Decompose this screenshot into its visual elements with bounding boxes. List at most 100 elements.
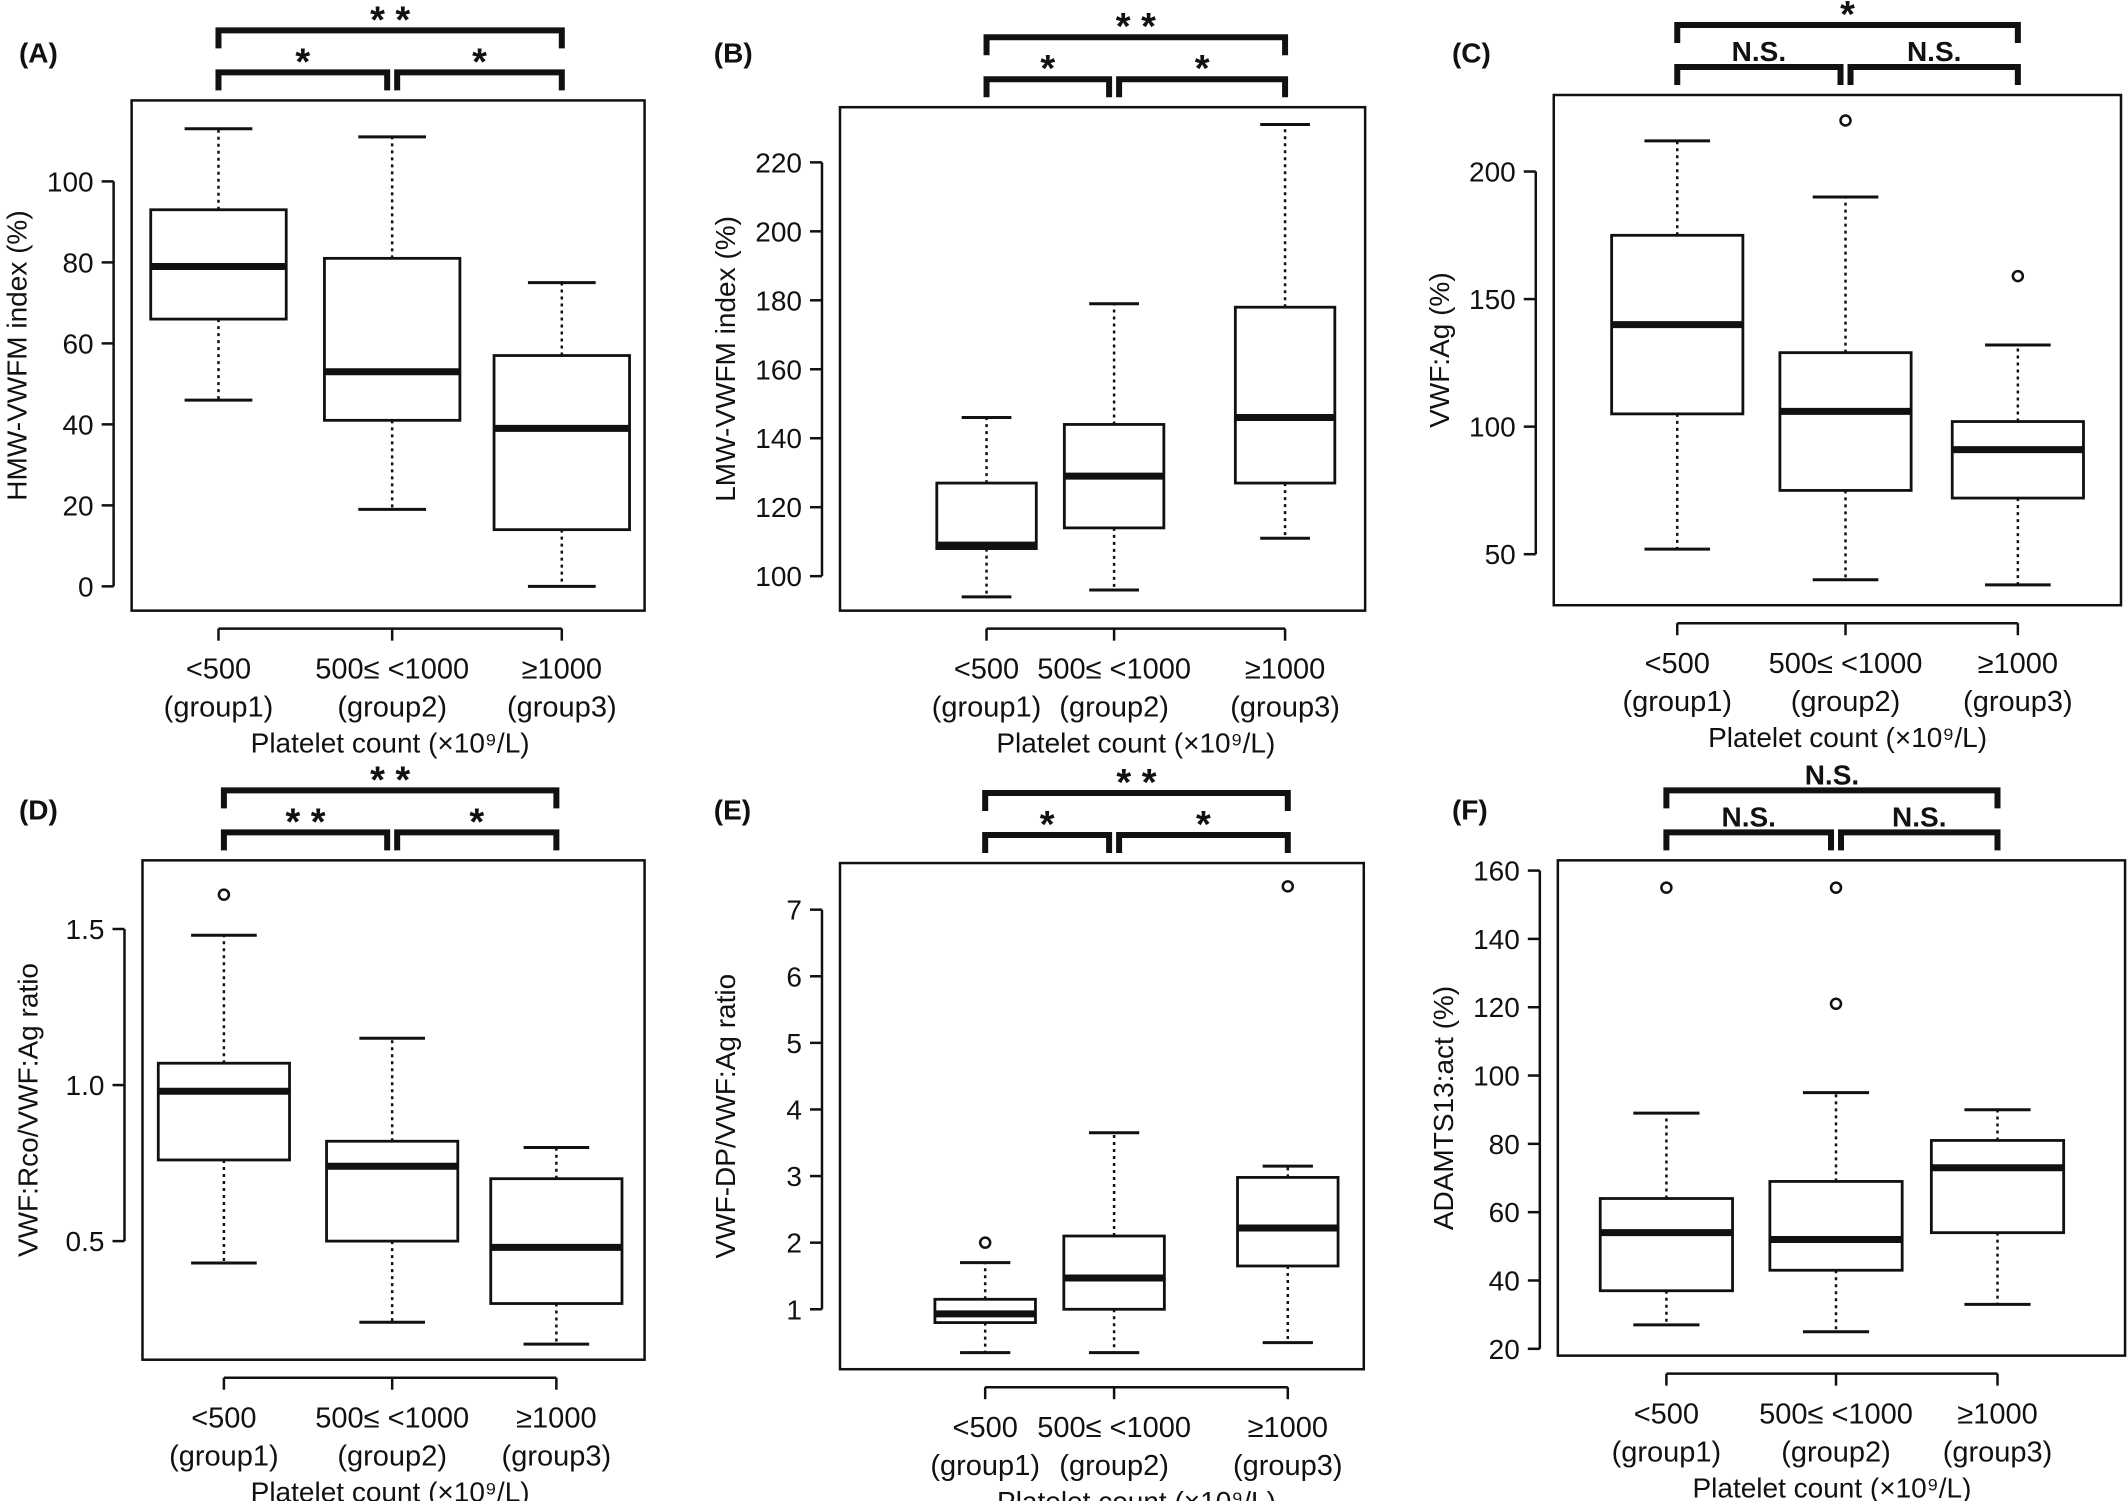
outlier-point <box>1829 881 1843 894</box>
y-tick-label: 140 <box>1473 924 1520 955</box>
significance-bracket <box>1116 76 1289 98</box>
box-group <box>1233 122 1337 540</box>
significance-bracket <box>1674 63 1844 85</box>
significance-label: * <box>295 41 310 83</box>
significance-label: * <box>1040 48 1055 90</box>
y-tick-label: 100 <box>47 166 94 197</box>
panel-label: (F) <box>1452 795 1488 826</box>
y-tick-label: 160 <box>755 354 802 385</box>
box-iqr <box>156 1061 291 1162</box>
x-tick-label: ≥1000 <box>1978 648 2058 680</box>
outlier-point <box>1281 880 1295 893</box>
significance-label: * * <box>1116 6 1156 48</box>
significance-label: * * <box>285 801 325 843</box>
box-group <box>1062 1131 1166 1355</box>
box-group <box>323 135 462 511</box>
y-tick-label: 80 <box>62 247 93 278</box>
box-group <box>1778 114 1913 582</box>
y-tick-label: 40 <box>62 409 93 440</box>
box-group <box>1610 139 1745 551</box>
y-axis-title: VWF:Rco/VWF:Ag ratio <box>12 963 43 1257</box>
x-axis-title: Platelet count (×10⁹/L) <box>251 728 530 759</box>
x-tick-label: <500 <box>954 654 1019 686</box>
significance-bracket <box>1663 787 2001 809</box>
x-tick-label-group: (group1) <box>169 1441 279 1473</box>
panel-e: (E) 1 2 3 4 5 6 7 VWF-DP/VWF:Ag ratio <500 (group1… <box>710 762 1366 1506</box>
y-tick-label: 1.5 <box>66 914 105 945</box>
box-group <box>1236 880 1340 1345</box>
panel-f: (F) 20 40 60 80 100 120 140 160 ADAMTS13:act (%) <… <box>1428 759 2127 1504</box>
box-group <box>149 127 288 402</box>
significance-bracket <box>215 69 391 91</box>
y-tick-label: 60 <box>1489 1197 1520 1228</box>
outlier-point <box>217 888 231 901</box>
x-tick-label-group: (group1) <box>930 1450 1040 1482</box>
x-tick-label-group: (group1) <box>164 692 274 724</box>
significance-label: * <box>472 41 487 83</box>
y-tick-label: 4 <box>786 1094 802 1125</box>
y-tick-label: 0.5 <box>66 1226 105 1257</box>
x-tick-label-group: (group2) <box>1791 686 1901 718</box>
y-tick-label: 3 <box>786 1161 802 1192</box>
panel-label: (C) <box>1452 37 1491 68</box>
significance-bracket <box>983 76 1113 98</box>
significance-label: * * <box>370 0 410 41</box>
x-tick-label: <500 <box>1634 1399 1699 1431</box>
x-tick-label: 500≤ <1000 <box>1037 654 1191 686</box>
y-tick-label: 60 <box>62 328 93 359</box>
outlier-point <box>1839 114 1852 127</box>
y-tick-label: 140 <box>755 423 802 454</box>
panel-label: (D) <box>19 795 58 826</box>
significance-bracket <box>1674 21 2021 43</box>
box-group <box>933 1236 1037 1355</box>
x-tick-label-group: (group2) <box>1059 692 1169 724</box>
y-tick-label: 40 <box>1489 1265 1520 1296</box>
box-group <box>1929 1108 2066 1306</box>
plot-frame <box>141 859 646 1361</box>
y-tick-label: 0 <box>78 571 94 602</box>
x-tick-label: ≥1000 <box>1245 654 1325 686</box>
outlier-point <box>1660 881 1673 894</box>
plot-frame <box>838 105 1367 612</box>
x-tick-label-group: (group2) <box>337 1441 447 1473</box>
x-tick-label: ≥1000 <box>522 654 602 686</box>
significance-bracket <box>1847 63 2021 85</box>
box-group <box>1768 881 1904 1334</box>
panel-d: (D) 0.5 1.0 1.5 VWF:Rco/VWF:Ag ratio <500 (gro… <box>12 759 646 1506</box>
y-tick-label: 160 <box>1473 856 1520 887</box>
x-tick-label: 500≤ <1000 <box>1769 648 1923 680</box>
y-axis-title: LMW-VWFM index (%) <box>710 216 741 502</box>
y-tick-label: 1 <box>786 1294 802 1325</box>
box-group <box>1062 302 1166 592</box>
y-axis-title: HMW-VWFM index (%) <box>2 210 33 500</box>
plot-frame <box>130 99 646 612</box>
significance-label: * <box>1040 804 1055 846</box>
significance-label: N.S. <box>1805 759 1859 790</box>
significance-bracket <box>394 69 565 91</box>
significance-label: * <box>1195 48 1210 90</box>
box-iqr <box>1768 1180 1904 1272</box>
y-tick-label: 100 <box>1473 1061 1520 1092</box>
box-iqr <box>1233 305 1337 485</box>
box-iqr <box>935 481 1038 550</box>
x-tick-label: 500≤ <1000 <box>315 1403 469 1435</box>
y-tick-label: 7 <box>786 895 802 926</box>
y-axis-title: VWF-DP/VWF:Ag ratio <box>710 974 741 1259</box>
y-tick-label: 20 <box>1489 1334 1520 1365</box>
y-tick-label: 20 <box>62 490 93 521</box>
significance-bracket <box>1838 829 2001 851</box>
y-tick-label: 5 <box>786 1028 802 1059</box>
plot-frame <box>1556 859 2127 1357</box>
y-tick-label: 100 <box>755 561 802 592</box>
box-iqr <box>1598 1197 1734 1293</box>
box-group <box>1598 881 1734 1327</box>
panel-label: (B) <box>714 37 753 68</box>
x-tick-label-group: (group2) <box>1059 1450 1169 1482</box>
significance-bracket <box>983 34 1289 56</box>
y-tick-label: 50 <box>1485 539 1516 570</box>
x-tick-label-group: (group3) <box>1963 686 2073 718</box>
x-tick-label-group: (group1) <box>1622 686 1732 718</box>
panel-label: (A) <box>19 37 58 68</box>
y-tick-label: 200 <box>755 216 802 247</box>
